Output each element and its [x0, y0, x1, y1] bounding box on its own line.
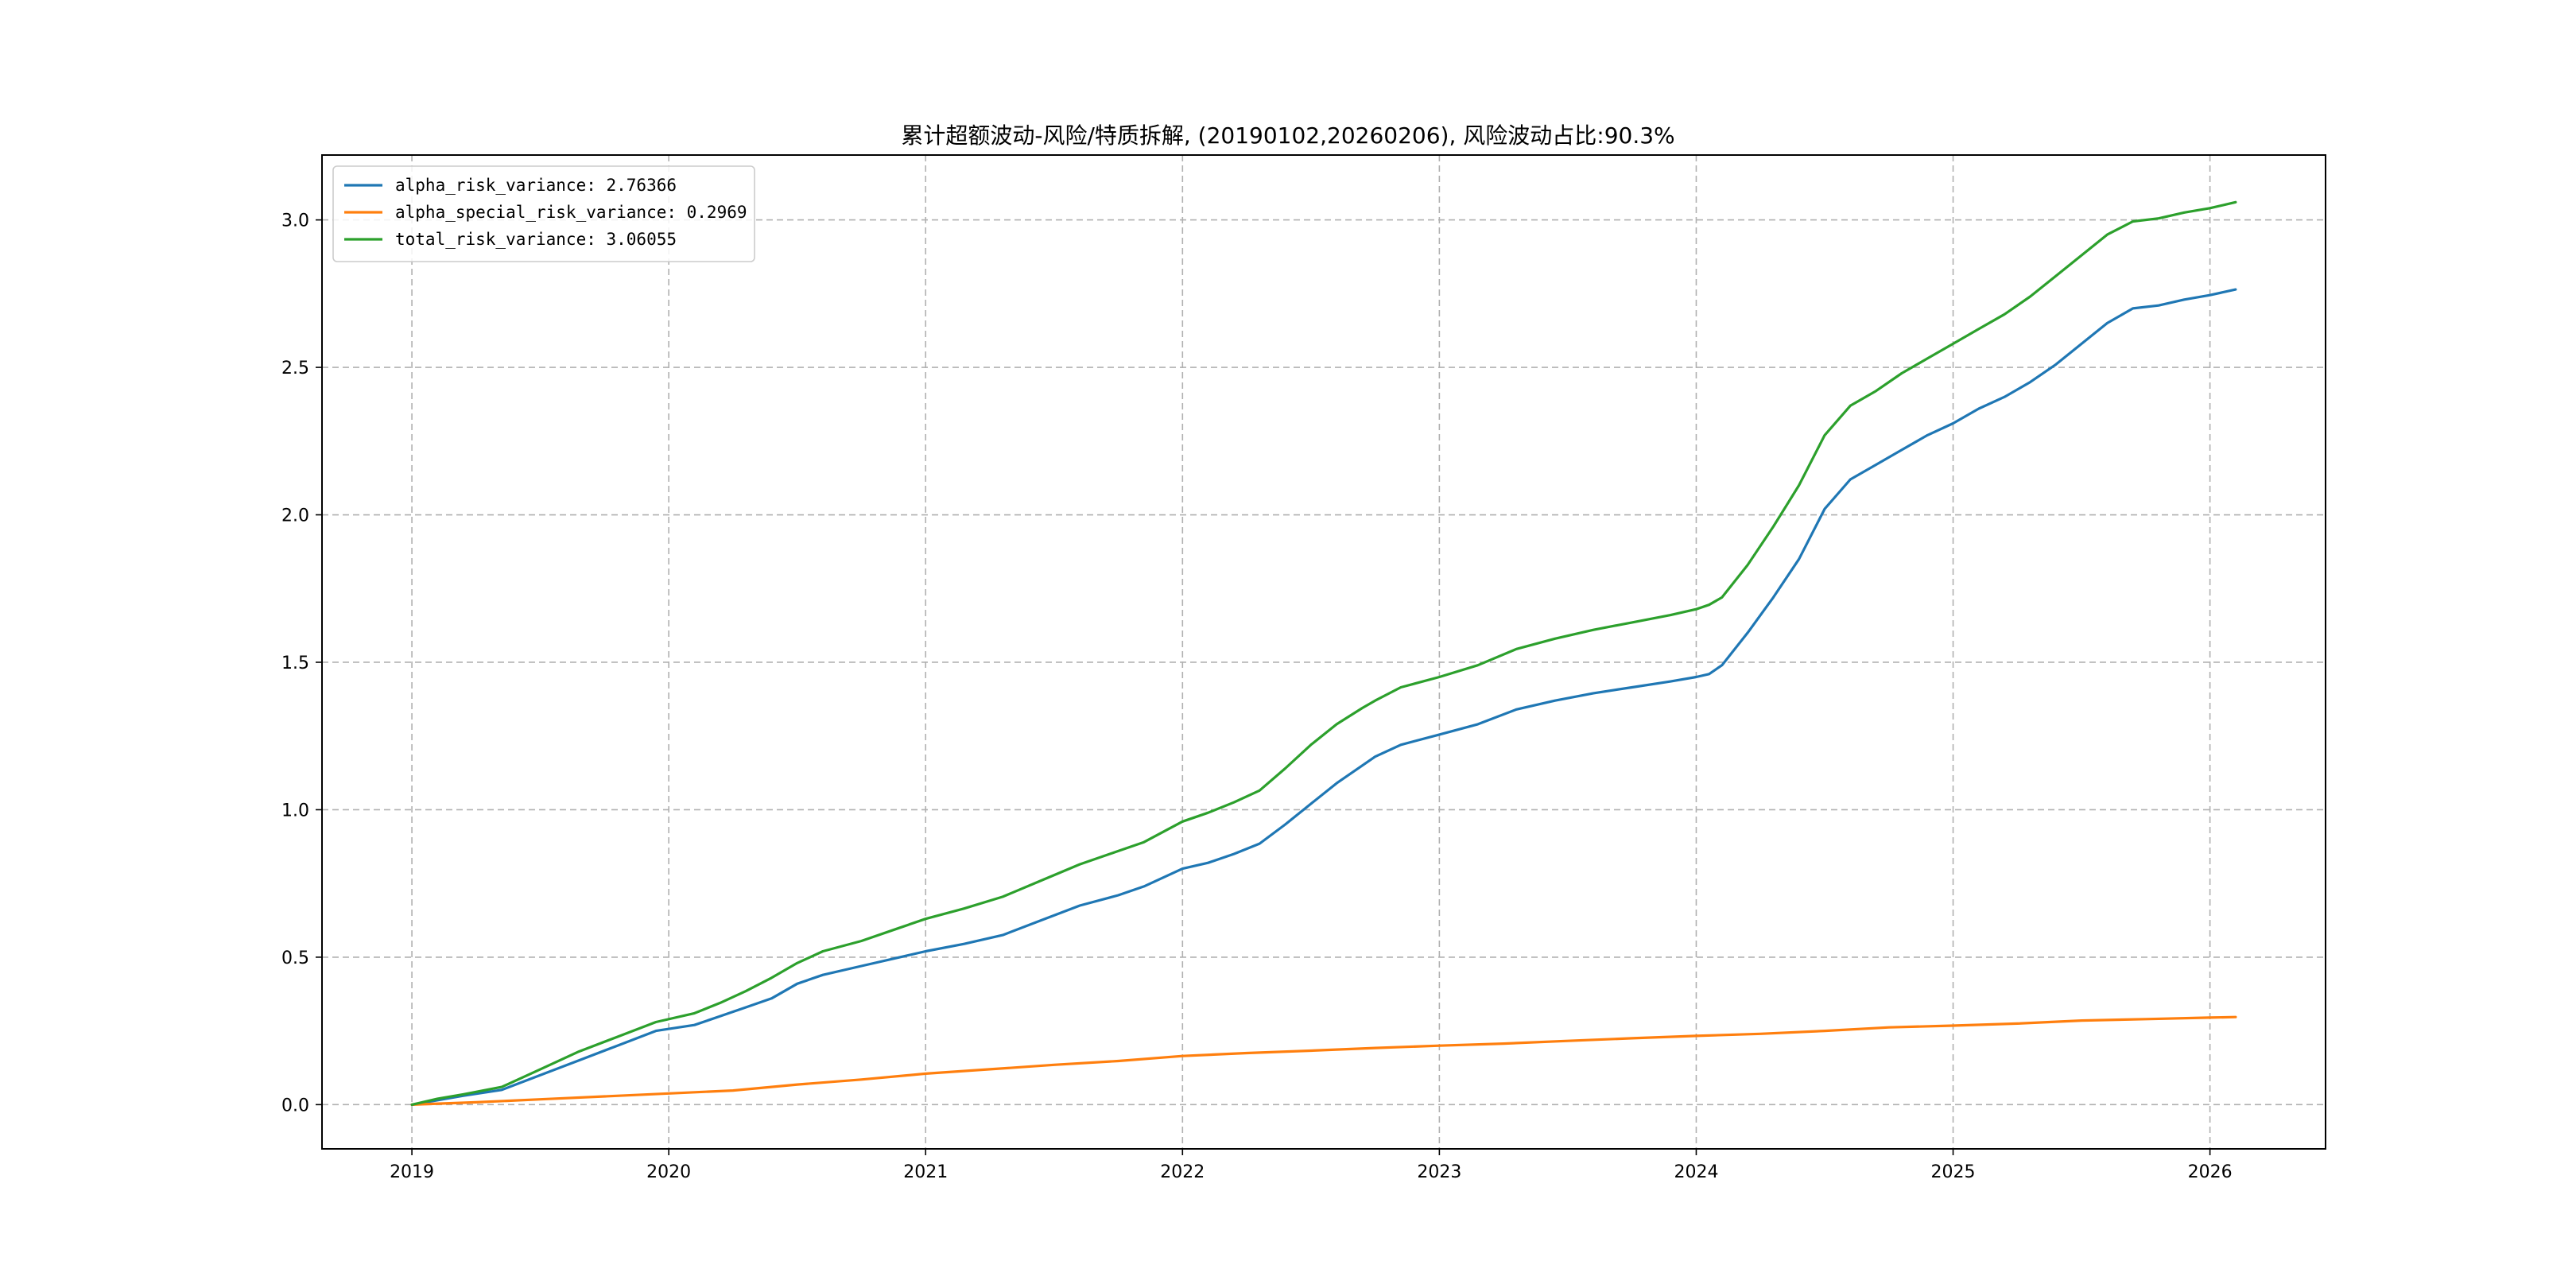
legend-label: total_risk_variance: 3.06055 — [395, 230, 677, 249]
x-tick-label: 2020 — [646, 1162, 691, 1182]
legend: alpha_risk_variance: 2.76366 alpha_specia… — [332, 165, 755, 262]
y-tick-label: 3.0 — [281, 211, 309, 231]
chart-title: 累计超额波动-风险/特质拆解, (20190102,20260206), 风险波… — [901, 122, 1674, 149]
plot-series — [410, 200, 2237, 1107]
series-line-alpha-risk-variance — [410, 288, 2237, 1107]
series-line-total-risk-variance — [410, 200, 2237, 1107]
x-tick-label: 2024 — [1674, 1162, 1718, 1182]
legend-label: alpha_risk_variance: 2.76366 — [395, 176, 677, 195]
x-tick-label: 2025 — [1931, 1162, 1976, 1182]
series-line-alpha-special-risk-variance — [410, 1015, 2237, 1107]
x-tick-label: 2019 — [390, 1162, 434, 1182]
axis-ticks: 2019 2020 2021 2022 2023 2024 2025 2026 0.0 0.5 1.… — [281, 211, 2233, 1182]
y-tick-label: 0.0 — [281, 1096, 309, 1115]
plot-area-frame — [321, 154, 2326, 1150]
y-tick-label: 0.5 — [281, 949, 309, 968]
legend-label: alpha_special_risk_variance: 0.2969 — [395, 203, 747, 222]
y-tick-label: 2.0 — [281, 506, 309, 526]
x-tick-label: 2021 — [903, 1162, 948, 1182]
y-tick-label: 1.0 — [281, 801, 309, 821]
grid-lines — [322, 155, 2326, 1149]
x-tick-label: 2022 — [1160, 1162, 1205, 1182]
x-tick-label: 2023 — [1417, 1162, 1461, 1182]
y-tick-label: 1.5 — [281, 654, 309, 673]
y-tick-label: 2.5 — [281, 359, 309, 378]
x-tick-label: 2026 — [2188, 1162, 2233, 1182]
legend-box — [332, 165, 755, 262]
